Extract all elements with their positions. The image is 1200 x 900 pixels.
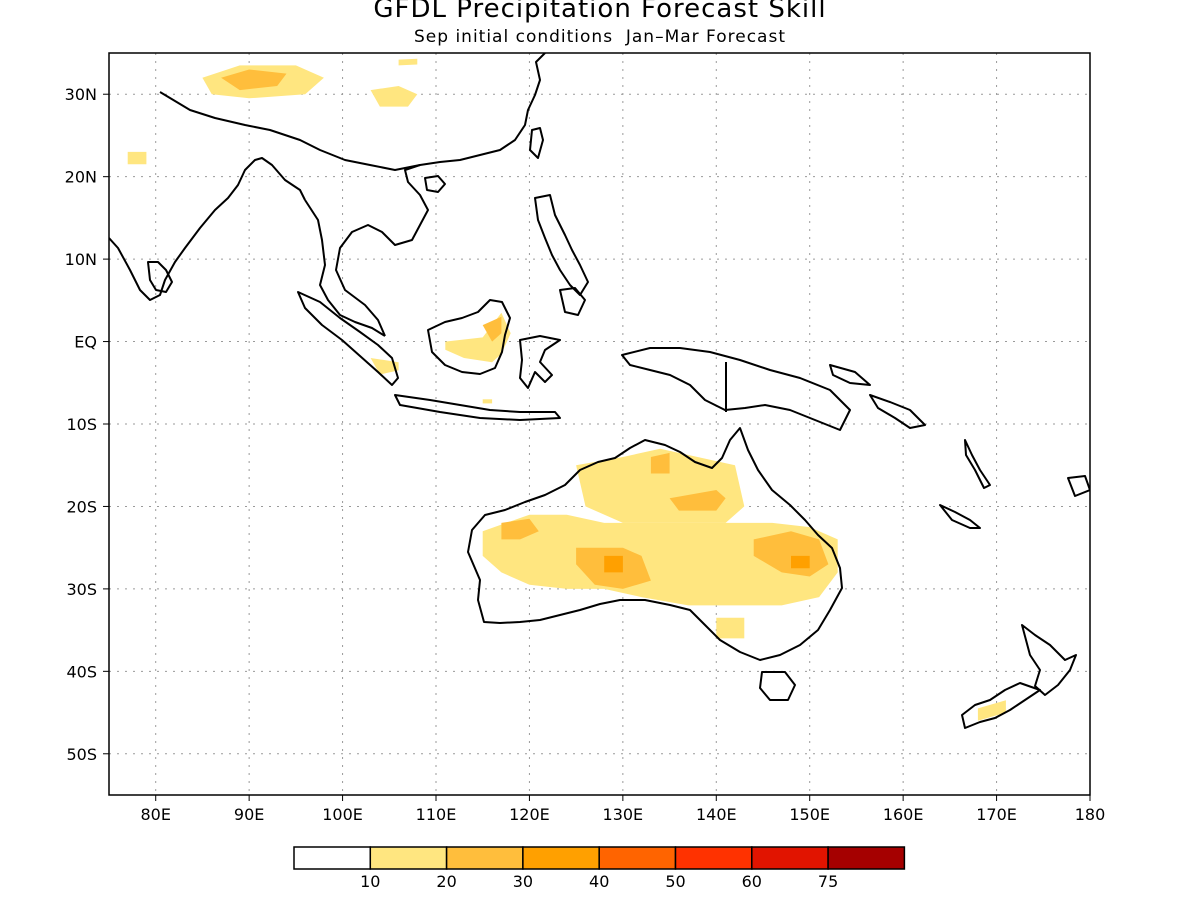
lon-tick-label: 90E	[234, 805, 264, 824]
legend-label: 50	[665, 872, 685, 891]
coastline-india	[109, 157, 306, 301]
coastline-fiji	[1067, 475, 1090, 497]
legend-swatch	[751, 846, 829, 870]
grid-lines	[109, 53, 1090, 795]
skill-region-level-3	[791, 555, 810, 569]
skill-region-level-1	[482, 514, 838, 606]
legend-swatch	[293, 846, 372, 870]
longitude-ticks: 80E 90E 100E 110E 120E 130E 140E 150E 160E 170E 18…	[140, 795, 1105, 824]
coastline-borneo	[427, 299, 511, 375]
lon-tick-label: 110E	[416, 805, 457, 824]
lat-tick-label: 50S	[66, 745, 97, 764]
coastline-java	[394, 394, 561, 421]
legend-swatch	[827, 846, 906, 870]
lat-tick-label: 20S	[66, 497, 97, 516]
skill-region-level-1	[127, 151, 147, 165]
lon-tick-label: 80E	[140, 805, 170, 824]
coastline-sumatra	[297, 291, 399, 386]
legend-label: 40	[589, 872, 609, 891]
legend-label: 75	[818, 872, 838, 891]
coastline-southeast-asia	[304, 53, 546, 337]
lon-tick-label: 180	[1075, 805, 1106, 824]
legend-label: 20	[436, 872, 456, 891]
coastline-solomons	[869, 394, 926, 429]
lat-tick-label: 10N	[65, 250, 97, 269]
lon-tick-label: 170E	[976, 805, 1017, 824]
map-title: GFDL Precipitation Forecast Skill	[373, 0, 827, 24]
skill-region-level-1	[482, 399, 493, 404]
lat-tick-label: 30S	[66, 580, 97, 599]
lon-tick-label: 160E	[883, 805, 924, 824]
coastline-new-britain	[829, 364, 871, 386]
legend-swatch	[522, 846, 600, 870]
latitude-ticks: 30N 20N 10N EQ 10S 20S 30S 40S 50S	[65, 85, 109, 764]
legend-label: 60	[742, 872, 762, 891]
coastline-new-caledonia	[939, 504, 981, 529]
coastline-australia	[467, 427, 843, 661]
lon-tick-label: 130E	[603, 805, 644, 824]
lon-tick-label: 120E	[509, 805, 550, 824]
color-legend: 10 20 30 40 50 60 75	[293, 846, 906, 891]
coastline-tasmania	[759, 671, 796, 701]
skill-region-level-1	[977, 700, 1006, 721]
coastline-taiwan	[529, 127, 544, 159]
lat-tick-label: 40S	[66, 662, 97, 681]
legend-swatch	[598, 846, 677, 870]
coastline-mindanao	[559, 287, 586, 316]
lat-tick-label: 10S	[66, 415, 97, 434]
lat-tick-label: 20N	[65, 168, 97, 187]
lon-tick-label: 100E	[322, 805, 363, 824]
coastline-hainan	[424, 175, 446, 193]
skill-region-level-3	[604, 555, 623, 573]
coastline-sulawesi	[519, 335, 561, 389]
legend-label: 10	[360, 872, 380, 891]
skill-region-level-1	[716, 617, 745, 639]
legend-swatch	[445, 846, 524, 870]
skill-region-level-1	[370, 86, 418, 107]
lon-tick-label: 140E	[696, 805, 737, 824]
skill-region-level-2	[482, 316, 502, 342]
skill-region-level-2	[501, 518, 539, 540]
coastline-nz-north	[1021, 624, 1077, 696]
legend-label: 30	[513, 872, 533, 891]
coastline-vanuatu	[964, 439, 991, 489]
skill-region-level-2	[669, 490, 726, 511]
legend-swatch	[674, 846, 753, 870]
lat-tick-label: EQ	[74, 333, 97, 352]
border-himalaya	[159, 91, 421, 171]
skill-region-level-2	[221, 69, 287, 91]
legend-swatch	[369, 846, 448, 870]
skill-region-level-2	[650, 452, 670, 474]
skill-region-level-2	[753, 531, 829, 577]
coastline-philippines	[534, 194, 589, 296]
skill-fill-layer	[127, 58, 1006, 721]
skill-region-level-1	[398, 58, 418, 66]
map-subtitle: Sep initial conditions Jan–Mar Forecast	[414, 27, 786, 47]
coastline-nz-south	[961, 682, 1041, 729]
coastline-sri-lanka	[147, 261, 173, 293]
coastline-layer	[109, 53, 1090, 729]
lat-tick-label: 30N	[65, 85, 97, 104]
lon-tick-label: 150E	[789, 805, 830, 824]
coastline-new-guinea	[621, 347, 851, 431]
